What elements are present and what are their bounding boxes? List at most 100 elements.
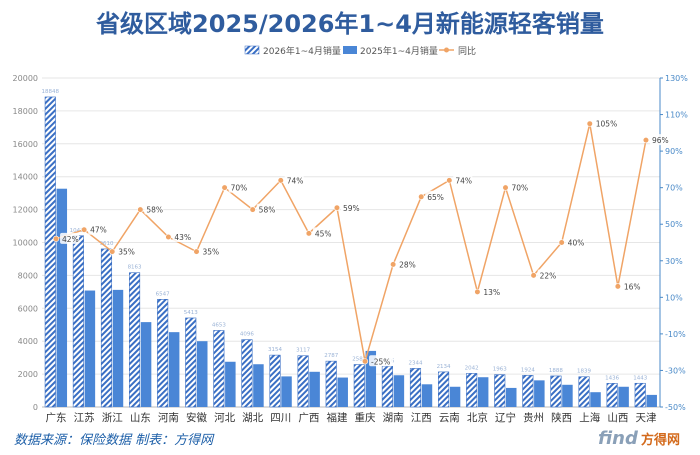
legend-label-2025: 2025年1~4月销量: [360, 45, 438, 57]
legend-swatch-2025: [343, 46, 357, 54]
yoy-label-bg: [88, 223, 108, 235]
right-tick-label: 30%: [665, 257, 683, 266]
left-tick-label: 10000: [13, 239, 38, 248]
bar-2026: [409, 368, 422, 408]
bar-2026: [550, 375, 562, 408]
yoy-point-label: 47%: [90, 226, 107, 235]
x-category-label: 浙江: [102, 412, 123, 424]
yoy-point: [586, 120, 593, 127]
left-tick-label: 2000: [18, 370, 38, 379]
yoy-label-bg: [256, 203, 276, 215]
yoy-point: [52, 235, 60, 242]
bar-2025: [365, 350, 377, 407]
x-category-label: 江西: [411, 412, 432, 424]
bar-value-label: 1839: [577, 369, 591, 375]
left-tick-label: 16000: [13, 140, 38, 149]
source-note: 数据来源：保险数据 制表：方得网: [14, 432, 215, 448]
bar-2026: [269, 354, 281, 408]
yoy-point: [446, 177, 453, 184]
chart-title: 省级区域2025/2026年1~4月新能源轻客销量: [95, 10, 604, 38]
yoy-point: [530, 272, 537, 279]
x-category-label: 福建: [326, 411, 347, 424]
x-category-label: 湖南: [383, 411, 404, 424]
yoy-point-label: 70%: [231, 184, 248, 193]
x-category-label: 陕西: [551, 411, 572, 424]
yoy-point: [305, 230, 312, 237]
yoy-label-bg: [340, 201, 360, 213]
yoy-label-bg: [481, 285, 501, 297]
yoy-point-label: 74%: [455, 176, 472, 185]
yoy-label-bg: [621, 280, 641, 292]
x-category-label: 安徽: [186, 411, 207, 424]
bar-2025: [449, 386, 461, 407]
yoy-line-series: 42% 47% 35% 58% 43% 35% 70% 58% 74% 45% 59% -25% 28%…: [52, 117, 669, 367]
bar-2026: [129, 272, 141, 408]
yoy-point-label: 28%: [399, 260, 416, 269]
bar-2025: [253, 364, 264, 407]
x-category-label: 广东: [46, 411, 67, 424]
left-tick-label: 20000: [13, 74, 38, 83]
bar-2026: [72, 235, 84, 408]
bar-2025: [393, 375, 405, 407]
bar-2025: [168, 332, 180, 407]
yoy-point: [474, 288, 481, 295]
bar-value-label: 2787: [324, 353, 338, 359]
left-tick-label: 18000: [13, 107, 38, 116]
bar-2026: [100, 248, 113, 408]
bar-2026: [578, 376, 590, 408]
yoy-label-bg: [565, 236, 585, 248]
yoy-point-label: 45%: [315, 229, 332, 238]
yoy-point-label: 65%: [427, 193, 444, 202]
yoy-point-label: 59%: [343, 204, 360, 213]
x-category-label: 江苏: [74, 411, 95, 424]
bars: [44, 96, 657, 408]
yoy-point: [642, 137, 650, 144]
bar-2026: [634, 382, 646, 408]
yoy-point: [277, 177, 284, 184]
bar-value-label: 3154: [268, 347, 282, 353]
yoy-label-bg: [509, 181, 529, 193]
bar-2025: [506, 387, 517, 407]
right-tick-label: 70%: [665, 184, 683, 193]
bar-2025: [56, 188, 68, 407]
left-tick-label: 12000: [13, 206, 38, 215]
yoy-point: [614, 283, 621, 290]
bar-2026: [213, 330, 225, 408]
svg-text:find: find: [598, 428, 639, 449]
x-category-label: 山西: [607, 412, 628, 424]
yoy-point: [165, 233, 172, 241]
bar-2026: [241, 339, 253, 408]
bar-value-label: 2042: [465, 365, 479, 371]
yoy-label-bg: [312, 227, 332, 239]
legend-swatch-2026: [244, 45, 260, 55]
yoy-point: [137, 206, 144, 213]
right-tick-label: 130%: [665, 74, 688, 83]
bar-value-label: 1888: [549, 368, 563, 374]
yoy-label-bg: [397, 258, 417, 270]
bar-value-label: 8163: [128, 265, 142, 271]
bar-2026: [325, 360, 337, 408]
yoy-point-label: 58%: [146, 206, 163, 215]
bar-2025: [309, 371, 320, 407]
yoy-label-bg: [369, 355, 394, 367]
right-axis: -50% -30% -10% 10% 30% 50% 70% 90% 110% 130%: [659, 74, 688, 412]
yoy-point-label: 96%: [652, 136, 669, 145]
bar-2025: [618, 386, 629, 407]
x-category-label: 北京: [467, 411, 488, 424]
yoy-point-label: 22%: [540, 271, 557, 280]
yoy-label-bg: [60, 232, 80, 244]
bar-2026: [381, 365, 393, 408]
bar-2026: [466, 373, 478, 408]
x-category-label: 上海: [579, 411, 600, 424]
yoy-label-bg: [172, 231, 192, 243]
yoy-point-label: 58%: [259, 206, 276, 215]
yoy-point-label: 40%: [568, 239, 585, 248]
yoy-label-bg: [284, 174, 304, 186]
bar-2025: [477, 377, 489, 407]
bar-2025: [590, 392, 601, 407]
x-axis-labels: 广东 江苏 浙江 山东 河南 安徽 河北 湖北 四川 广西 福建 重庆 湖南 江西 云南 北京 辽宁 贵州 陕西 上海…: [46, 411, 657, 424]
legend-label-yoy: 同比: [458, 45, 476, 57]
yoy-label-bg: [425, 190, 445, 202]
right-tick-label: 90%: [665, 147, 683, 156]
yoy-label-bg: [537, 269, 557, 281]
